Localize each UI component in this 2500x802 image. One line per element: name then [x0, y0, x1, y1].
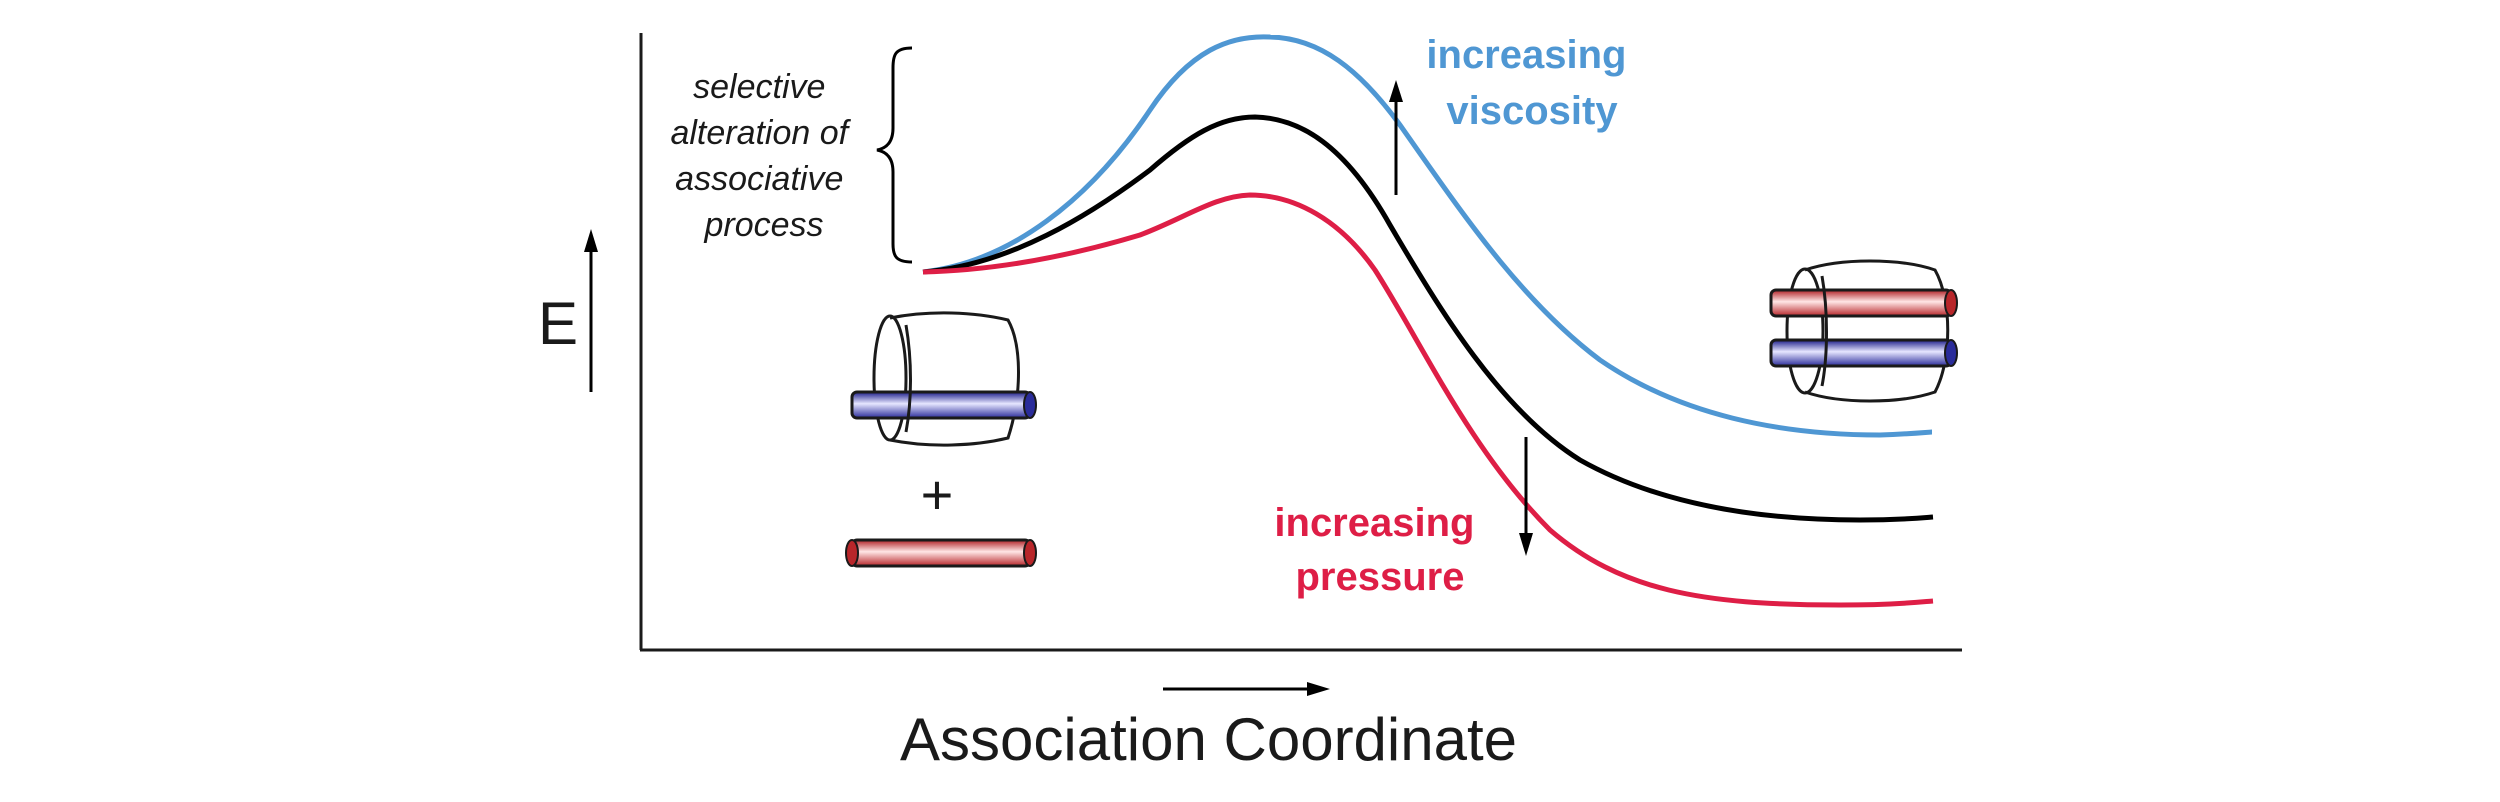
- baseline-curve: [922, 114, 1934, 523]
- y-axis-arrow-head: [584, 229, 598, 252]
- ring-with-two-rods-icon: [1769, 259, 1958, 403]
- pressure-label: increasing pressure: [1274, 501, 1485, 599]
- red-rod-icon: [845, 538, 1037, 568]
- viscosity-line-2: viscosity: [1446, 89, 1618, 133]
- pressure-line-2: pressure: [1296, 555, 1465, 599]
- ring-with-blue-rod-icon: [850, 311, 1037, 447]
- viscosity-up-arrow-head: [1389, 80, 1403, 102]
- bracket-line-1: selective: [693, 68, 825, 106]
- bracket-line-4: process: [703, 206, 823, 244]
- pressure-curve: [922, 192, 1934, 608]
- pressure-down-arrow-head: [1519, 533, 1533, 556]
- bracket-line-2: alteration of: [670, 114, 851, 152]
- x-axis-label: Association Coordinate: [900, 706, 1517, 773]
- plus-sign: +: [921, 463, 954, 526]
- bracket-line-3: associative: [675, 160, 843, 198]
- y-axis-label: E: [538, 290, 578, 357]
- pressure-line-1: increasing: [1274, 501, 1474, 545]
- bracket-text: selective alteration of associative proc…: [670, 68, 857, 244]
- viscosity-line-1: increasing: [1426, 33, 1626, 77]
- viscosity-label: increasing viscosity: [1426, 33, 1637, 133]
- viscosity-curve: [922, 34, 1933, 438]
- curly-bracket: [876, 46, 913, 264]
- x-axis-arrow-head: [1307, 682, 1330, 696]
